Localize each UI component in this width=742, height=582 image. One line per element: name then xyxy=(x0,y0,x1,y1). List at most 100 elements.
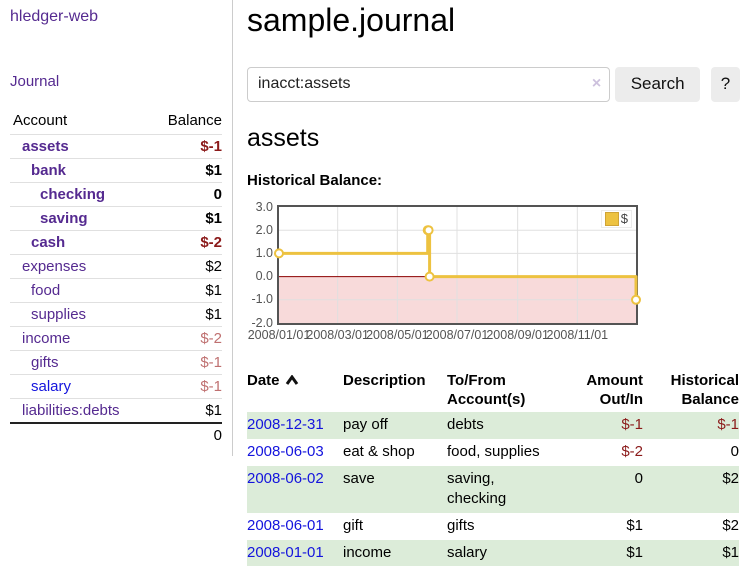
accounts-table: Account Balance assets $-1 bank $1 checking 0… xyxy=(10,109,222,447)
transaction-row: 2008-06-02 save saving, checking 0 $2 xyxy=(247,465,739,513)
account-balance: $-2 xyxy=(151,326,222,351)
account-row: cash $-2 xyxy=(10,230,222,255)
sidebar-account-link[interactable]: salary xyxy=(31,378,72,395)
transaction-amount: 0 xyxy=(634,469,643,487)
transaction-row: 2008-01-01 income salary $1 $1 xyxy=(247,539,739,567)
account-row: saving $1 xyxy=(10,206,222,231)
accounts-table-header: Account Balance xyxy=(10,109,222,135)
account-row: supplies $1 xyxy=(10,302,222,327)
register-table: Date Description To/From Account(s) Amou… xyxy=(247,369,739,567)
transaction-row: 2008-06-03 eat & shop food, supplies $-2 0 xyxy=(247,439,739,466)
date-header-label: Date xyxy=(247,371,280,389)
transaction-amount: $-1 xyxy=(621,416,643,434)
transaction-date-link[interactable]: 2008-06-01 xyxy=(247,516,324,534)
sidebar-account-link[interactable]: checking xyxy=(40,186,106,203)
transaction-date-link[interactable]: 2008-06-03 xyxy=(247,442,324,460)
transaction-accounts: food, supplies xyxy=(447,442,540,460)
account-column-header: Account xyxy=(13,112,68,129)
account-row: bank $1 xyxy=(10,158,222,183)
balance-column-header: Historical Balance xyxy=(670,371,739,409)
sidebar-account-link[interactable]: bank xyxy=(31,162,67,179)
search-input[interactable] xyxy=(247,66,611,102)
sidebar-account-link[interactable]: expenses xyxy=(22,258,87,275)
transaction-description: pay off xyxy=(343,416,388,434)
y-axis-tick-label: -1.0 xyxy=(251,292,273,307)
transaction-row: 2008-06-01 gift gifts $1 $2 xyxy=(247,513,739,540)
account-row: checking 0 xyxy=(10,182,222,207)
date-column-header[interactable]: Date xyxy=(247,369,343,413)
page-title: sample.journal xyxy=(247,2,456,38)
transaction-accounts: saving, checking xyxy=(447,469,507,508)
account-row: expenses $2 xyxy=(10,254,222,279)
sidebar-account-link[interactable]: income xyxy=(22,330,71,347)
chart-title: Historical Balance: xyxy=(247,171,383,189)
transaction-description: income xyxy=(343,543,392,561)
sidebar: hledger-web Journal Account Balance asse… xyxy=(0,0,233,456)
sidebar-account-link[interactable]: assets xyxy=(22,138,69,155)
sidebar-item-journal[interactable]: Journal xyxy=(10,73,60,90)
x-axis-tick-label: 2008/07/01 xyxy=(425,327,489,342)
transaction-balance: $-1 xyxy=(717,416,739,434)
sidebar-account-link[interactable]: gifts xyxy=(31,354,59,371)
account-balance: $2 xyxy=(151,254,222,279)
account-row: salary $-1 xyxy=(10,374,222,399)
transaction-date-link[interactable]: 2008-12-31 xyxy=(247,416,324,434)
sidebar-account-link[interactable]: liabilities:debts xyxy=(22,402,120,419)
description-column-header: Description xyxy=(343,371,426,389)
transaction-row: 2008-12-31 pay off debts $-1 $-1 xyxy=(247,412,739,439)
account-heading: assets xyxy=(247,123,320,152)
legend-label: $ xyxy=(620,210,628,226)
y-axis-tick-label: 1.0 xyxy=(255,245,273,260)
account-balance: $1 xyxy=(151,398,222,423)
y-axis-tick-label: 0.0 xyxy=(255,269,273,284)
chart-plot-area: $ xyxy=(274,204,641,325)
transaction-balance: $2 xyxy=(722,516,739,534)
sidebar-account-link[interactable]: food xyxy=(31,282,61,299)
account-balance: 0 xyxy=(151,182,222,207)
account-row: gifts $-1 xyxy=(10,350,222,375)
transaction-amount: $1 xyxy=(626,543,643,561)
transaction-balance: $2 xyxy=(722,469,739,487)
account-row: income $-2 xyxy=(10,326,222,351)
transaction-accounts: salary xyxy=(447,543,488,561)
help-button[interactable]: ? xyxy=(711,66,741,102)
search-box: × xyxy=(247,66,611,102)
clear-search-icon[interactable]: × xyxy=(591,74,602,92)
transaction-date-link[interactable]: 2008-01-01 xyxy=(247,543,324,561)
transaction-description: gift xyxy=(343,516,364,534)
y-axis-tick-label: -2.0 xyxy=(251,315,273,330)
sidebar-account-link[interactable]: supplies xyxy=(31,306,87,323)
account-balance: $1 xyxy=(151,302,222,327)
historical-balance-chart: $ 3.0 2.0 1.0 0.0 -1.0 -2.0 2008/01/01 2008/03/… xyxy=(247,199,667,345)
transaction-accounts: gifts xyxy=(447,516,475,534)
x-axis-tick-label: 2008/01/01 xyxy=(247,327,311,342)
account-balance: $-2 xyxy=(151,230,222,255)
app-brand-link[interactable]: hledger-web xyxy=(10,8,99,25)
accounts-total-value: 0 xyxy=(151,422,222,447)
balance-column-header: Balance xyxy=(167,112,222,129)
transaction-accounts: debts xyxy=(447,416,484,434)
main-content: sample.journal × Search ? assets Histori… xyxy=(247,0,741,567)
account-balance: $1 xyxy=(151,278,222,303)
search-bar: × Search ? xyxy=(247,66,741,102)
account-balance: $-1 xyxy=(151,374,222,399)
accounts-total-spacer xyxy=(10,422,152,447)
sidebar-account-link[interactable]: saving xyxy=(40,210,88,227)
x-axis-tick-label: 2008/05/01 xyxy=(366,327,429,342)
sort-ascending-icon xyxy=(285,373,298,385)
transaction-date-link[interactable]: 2008-06-02 xyxy=(247,469,324,487)
y-axis-tick-label: 2.0 xyxy=(255,222,273,237)
x-axis-tick-label: 2008/09/01 xyxy=(486,327,549,342)
accounts-column-header: To/From Account(s) xyxy=(447,371,526,409)
account-balance: $-1 xyxy=(151,134,222,159)
account-row: food $1 xyxy=(10,278,222,303)
transaction-description: eat & shop xyxy=(343,442,415,460)
x-axis-tick-label: 2008/03/01 xyxy=(306,327,369,342)
transaction-balance: 0 xyxy=(730,442,739,460)
amount-column-header: Amount Out/In xyxy=(586,371,643,409)
sidebar-account-link[interactable]: cash xyxy=(31,234,66,251)
account-row: assets $-1 xyxy=(10,134,222,159)
x-axis-tick-label: 2008/11/01 xyxy=(546,327,609,342)
search-button[interactable]: Search xyxy=(615,66,701,102)
account-balance: $1 xyxy=(151,158,222,183)
